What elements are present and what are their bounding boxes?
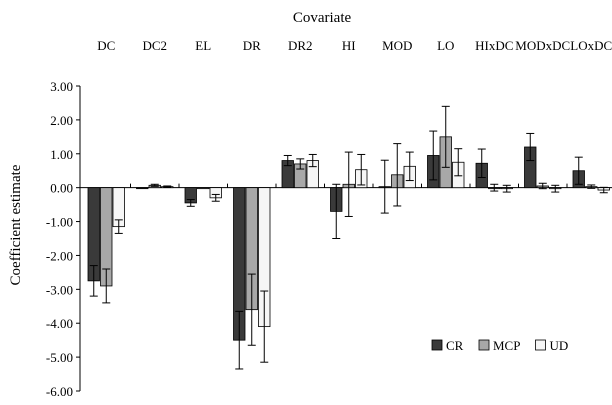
legend-label: CR xyxy=(446,338,464,353)
bar xyxy=(197,187,210,190)
legend-label: UD xyxy=(550,338,569,353)
y-tick-label: 3.00 xyxy=(50,79,73,94)
plot-area: 3.00 2.00 1.00 0.00 -1.00 -2.00 -3.00 -4.00 -5.0… xyxy=(46,38,612,399)
y-tick-label: -6.00 xyxy=(46,384,73,399)
legend-swatch xyxy=(535,339,546,351)
category-label: MODxDC xyxy=(515,38,570,53)
legend: CR MCP UD xyxy=(431,338,569,353)
y-tick-label: -4.00 xyxy=(46,316,73,331)
y-tick-label: 2.00 xyxy=(50,113,73,128)
y-tick-label: 0.00 xyxy=(50,181,73,196)
category-label: HI xyxy=(342,38,356,53)
y-tick-label: 1.00 xyxy=(50,147,73,162)
legend-swatch xyxy=(478,339,490,351)
category-label: DC2 xyxy=(142,38,167,53)
category-label: DC xyxy=(97,38,115,53)
legend-swatch xyxy=(431,339,443,351)
category-label: LO xyxy=(437,38,454,53)
y-tick-label: -3.00 xyxy=(46,282,73,297)
category-label: DR2 xyxy=(288,38,313,53)
category-label: DR xyxy=(243,38,261,53)
bar xyxy=(136,187,149,190)
y-tick-label: -2.00 xyxy=(46,248,73,263)
y-tick-label: -5.00 xyxy=(46,350,73,365)
category-label: MOD xyxy=(382,38,412,53)
chart-title: Covariate xyxy=(293,10,352,26)
y-axis-label: Coefficient estimate xyxy=(8,164,24,285)
category-label: HIxDC xyxy=(475,38,513,53)
category-label: LOxDC xyxy=(570,38,612,53)
category-label: EL xyxy=(195,38,211,53)
y-tick-label: -1.00 xyxy=(46,215,73,230)
legend-label: MCP xyxy=(493,338,520,353)
